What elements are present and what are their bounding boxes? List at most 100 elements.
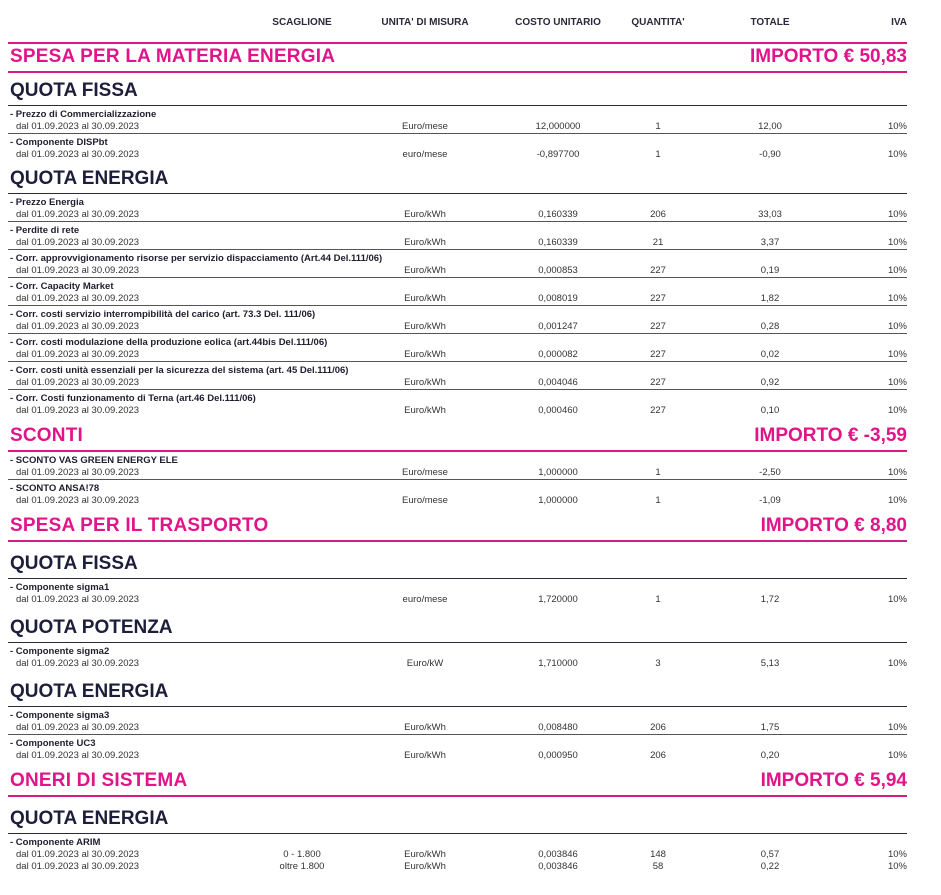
unit: Euro/kWh — [404, 237, 446, 248]
unit-cost: 0,003846 — [538, 849, 578, 860]
unit: Euro/mese — [402, 467, 448, 478]
section-amount: IMPORTO € 50,83 — [750, 46, 907, 67]
period: dal 01.09.2023 al 30.09.2023 — [16, 750, 140, 761]
section-amount: IMPORTO € 8,80 — [760, 515, 907, 536]
subsection-title: QUOTA FISSA — [10, 80, 138, 101]
item-name: - Corr. Costi funzionamento di Terna (ar… — [10, 393, 256, 404]
line-item: - Componente sigma2 dal 01.09.2023 al 30.… — [8, 643, 907, 670]
line-item: - Componente sigma3 dal 01.09.2023 al 30.… — [8, 707, 907, 735]
unit-cost: 1,710000 — [538, 658, 578, 669]
subsection-header: QUOTA ENERGIA — [8, 670, 907, 707]
total: 0,10 — [760, 405, 780, 416]
subsection-title: QUOTA ENERGIA — [10, 808, 169, 829]
iva: 10% — [887, 237, 907, 248]
unit-cost: 1,000000 — [538, 495, 578, 506]
item-row: dal 01.09.2023 al 30.09.2023 Euro/kWh 0,00… — [8, 750, 907, 762]
scaglione: 0 - 1.800 — [283, 849, 321, 860]
item-name: - SCONTO VAS GREEN ENERGY ELE — [10, 455, 178, 466]
line-item: - Corr. Capacity Market dal 01.09.2023 al… — [8, 278, 907, 306]
unit-cost: 0,000460 — [538, 405, 578, 416]
iva: 10% — [887, 321, 907, 332]
line-item: - SCONTO VAS GREEN ENERGY ELE dal 01.09.2… — [8, 452, 907, 480]
period: dal 01.09.2023 al 30.09.2023 — [16, 722, 140, 733]
col-unita: UNITA' DI MISURA — [381, 17, 469, 28]
line-item: - Prezzo Energia dal 01.09.2023 al 30.09.… — [8, 194, 907, 222]
unit: Euro/kWh — [404, 722, 446, 733]
section-amount: IMPORTO € -3,59 — [754, 425, 907, 446]
line-item: - Componente ARIM dal 01.09.2023 al 30.09… — [8, 834, 907, 874]
column-header: SCAGLIONE UNITA' DI MISURA COSTO UNITARI… — [8, 0, 907, 44]
iva: 10% — [887, 658, 907, 669]
period: dal 01.09.2023 al 30.09.2023 — [16, 467, 140, 478]
unit: Euro/mese — [402, 121, 448, 132]
total: 5,13 — [760, 658, 780, 669]
item-row: dal 01.09.2023 al 30.09.2023 oltre 1.800 E… — [8, 861, 907, 873]
scaglione: oltre 1.800 — [279, 861, 325, 872]
section-header: ONERI DI SISTEMA IMPORTO € 5,94 — [8, 762, 907, 797]
total: 0,28 — [760, 321, 780, 332]
line-item: - Corr. costi modulazione della produzio… — [8, 334, 907, 362]
period: dal 01.09.2023 al 30.09.2023 — [16, 594, 140, 605]
unit: Euro/kW — [406, 658, 444, 669]
section-header: SCONTI IMPORTO € -3,59 — [8, 417, 907, 452]
unit: Euro/kWh — [404, 265, 446, 276]
unit-cost: 0,000082 — [538, 349, 578, 360]
subsection-title: QUOTA ENERGIA — [10, 168, 169, 189]
unit-cost: 0,004046 — [538, 377, 578, 388]
item-lines: dal 01.09.2023 al 30.09.2023 euro/mese -0,… — [8, 149, 907, 161]
period: dal 01.09.2023 al 30.09.2023 — [16, 349, 140, 360]
unit-cost: 0,003846 — [538, 861, 578, 872]
item-row: dal 01.09.2023 al 30.09.2023 0 - 1.800 Eur… — [8, 849, 907, 861]
item-row: dal 01.09.2023 al 30.09.2023 Euro/kWh 0,00… — [8, 722, 907, 734]
quantity: 21 — [652, 237, 664, 248]
unit-cost: 0,160339 — [538, 209, 578, 220]
unit-cost: 0,008480 — [538, 722, 578, 733]
unit-cost: 0,001247 — [538, 321, 578, 332]
item-lines: dal 01.09.2023 al 30.09.2023 Euro/kWh 0,00… — [8, 265, 907, 277]
unit-cost: 12,000000 — [535, 121, 581, 132]
line-item: - Corr. approvvigionamento risorse per s… — [8, 250, 907, 278]
total: 0,02 — [760, 349, 780, 360]
total: 3,37 — [760, 237, 780, 248]
subsection-title: QUOTA ENERGIA — [10, 681, 169, 702]
iva: 10% — [887, 467, 907, 478]
item-row: dal 01.09.2023 al 30.09.2023 Euro/kWh 0,00… — [8, 321, 907, 333]
line-item: - Corr. costi servizio interrompibilità … — [8, 306, 907, 334]
line-item: - Corr. Costi funzionamento di Terna (ar… — [8, 390, 907, 417]
total: 0,92 — [760, 377, 780, 388]
item-name: - Componente ARIM — [10, 837, 101, 848]
iva: 10% — [887, 265, 907, 276]
total: 1,75 — [760, 722, 780, 733]
quantity: 206 — [650, 750, 666, 761]
item-row: dal 01.09.2023 al 30.09.2023 Euro/kW 1,710… — [8, 658, 907, 670]
item-row: dal 01.09.2023 al 30.09.2023 Euro/mese 1,0… — [8, 495, 907, 507]
item-lines: dal 01.09.2023 al 30.09.2023 Euro/kWh 0,00… — [8, 321, 907, 333]
item-lines: dal 01.09.2023 al 30.09.2023 Euro/kWh 0,00… — [8, 377, 907, 389]
iva: 10% — [887, 405, 907, 416]
period: dal 01.09.2023 al 30.09.2023 — [16, 237, 140, 248]
line-item: - Corr. costi unità essenziali per la si… — [8, 362, 907, 390]
subsection-title: QUOTA FISSA — [10, 553, 138, 574]
quantity: 148 — [650, 849, 666, 860]
item-name: - Corr. costi servizio interrompibilità … — [10, 309, 316, 320]
quantity: 1 — [655, 121, 661, 132]
total: 0,19 — [760, 265, 780, 276]
period: dal 01.09.2023 al 30.09.2023 — [16, 293, 140, 304]
total: 33,03 — [758, 209, 782, 220]
quantity: 227 — [650, 349, 666, 360]
iva: 10% — [887, 209, 907, 220]
col-scaglione: SCAGLIONE — [272, 17, 332, 28]
item-name: - Componente sigma1 — [10, 582, 110, 593]
iva: 10% — [887, 377, 907, 388]
subsection-header: QUOTA ENERGIA — [8, 161, 907, 194]
line-item: - SCONTO ANSA!78 dal 01.09.2023 al 30.09.… — [8, 480, 907, 507]
iva: 10% — [887, 149, 907, 160]
item-lines: dal 01.09.2023 al 30.09.2023 Euro/kWh 0,00… — [8, 722, 907, 734]
total: 0,22 — [760, 861, 780, 872]
item-row: dal 01.09.2023 al 30.09.2023 Euro/kWh 0,00… — [8, 405, 907, 417]
quantity: 227 — [650, 293, 666, 304]
unit: Euro/kWh — [404, 405, 446, 416]
item-name: - Componente sigma2 — [10, 646, 110, 657]
item-row: dal 01.09.2023 al 30.09.2023 euro/mese -0,… — [8, 149, 907, 161]
item-name: - Corr. Capacity Market — [10, 281, 114, 292]
